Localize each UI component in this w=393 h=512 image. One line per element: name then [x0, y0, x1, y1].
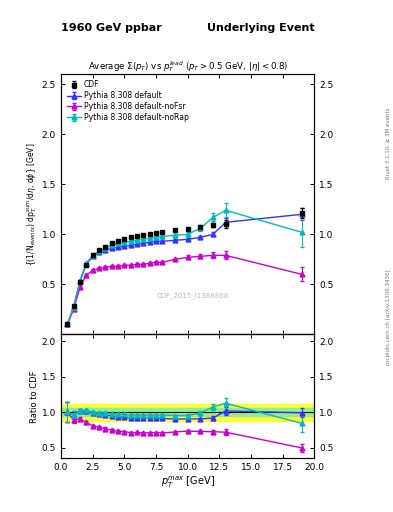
Text: 1960 GeV ppbar: 1960 GeV ppbar [61, 23, 162, 33]
Text: Underlying Event: Underlying Event [207, 23, 314, 33]
Bar [61, 404, 314, 421]
Title: Average $\Sigma(p_T)$ vs $p_T^{lead}$ ($p_T > 0.5$ GeV, $|\eta| < 0.8$): Average $\Sigma(p_T)$ vs $p_T^{lead}$ ($… [88, 59, 288, 74]
Y-axis label: {(1/N$_{events}$) dp$_T^{sum}$/d$\eta$, d$\phi$} [GeV]: {(1/N$_{events}$) dp$_T^{sum}$/d$\eta$, … [26, 143, 39, 266]
Text: CDF_2015_I1388868: CDF_2015_I1388868 [156, 292, 229, 298]
X-axis label: ${p_T^{max}}$ [GeV]: ${p_T^{max}}$ [GeV] [161, 475, 215, 490]
Text: Rivet 3.1.10, ≥ 3M events: Rivet 3.1.10, ≥ 3M events [386, 108, 391, 179]
Legend: CDF, Pythia 8.308 default, Pythia 8.308 default-noFsr, Pythia 8.308 default-noRa: CDF, Pythia 8.308 default, Pythia 8.308 … [65, 78, 191, 124]
Bar [61, 408, 314, 416]
Y-axis label: Ratio to CDF: Ratio to CDF [30, 370, 39, 422]
Text: mcplots.cern.ch [arXiv:1306.3436]: mcplots.cern.ch [arXiv:1306.3436] [386, 270, 391, 365]
